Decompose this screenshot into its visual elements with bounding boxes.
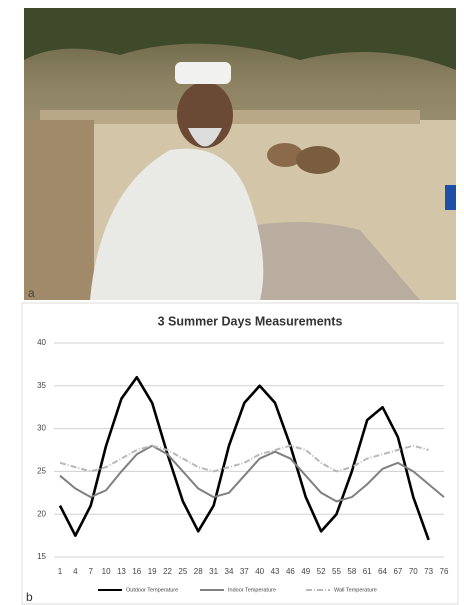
x-tick-label: 73 [424,567,433,576]
x-tick-label: 76 [440,567,449,576]
x-tick-label: 25 [178,567,187,576]
x-tick-label: 19 [148,567,157,576]
series-line [58,375,430,541]
photo: a [24,8,456,300]
y-tick-label: 20 [37,509,46,518]
x-tick-label: 1 [58,567,63,576]
y-tick-label: 15 [37,552,46,561]
panel-label: a [28,286,35,300]
x-tick-label: 22 [163,567,172,576]
x-tick-label: 16 [132,567,141,576]
panel-label: b [26,590,33,604]
x-tick-label: 55 [332,567,341,576]
series-line [59,444,445,503]
x-tick-label: 7 [88,567,93,576]
x-tick-label: 61 [363,567,372,576]
legend-label: Indoor Temperature [228,587,276,593]
x-tick-label: 31 [209,567,218,576]
x-tick-label: 49 [301,567,310,576]
x-tick-label: 28 [194,567,203,576]
y-tick-label: 35 [37,381,46,390]
x-tick-label: 4 [73,567,78,576]
x-tick-label: 46 [286,567,295,576]
x-tick-label: 40 [255,567,264,576]
x-tick-label: 67 [393,567,402,576]
y-tick-label: 30 [37,424,46,433]
x-tick-label: 13 [117,567,126,576]
y-tick-label: 40 [37,338,46,347]
x-tick-label: 43 [271,567,280,576]
legend-label: Wall Temperature [334,587,377,593]
x-tick-label: 34 [225,567,234,576]
x-tick-label: 64 [378,567,387,576]
x-tick-label: 70 [409,567,418,576]
legend-label: Outdoor Temperature [126,587,178,593]
x-tick-label: 58 [347,567,356,576]
y-tick-label: 25 [37,467,46,476]
x-tick-label: 52 [317,567,326,576]
series-line [59,444,429,473]
chart-panel [21,302,459,605]
x-tick-label: 37 [240,567,249,576]
chart-title: 3 Summer Days Measurements [158,314,343,328]
x-tick-label: 10 [102,567,111,576]
